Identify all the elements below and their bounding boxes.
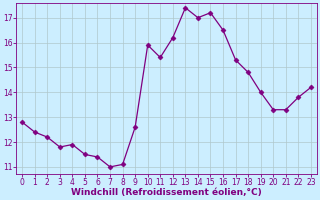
- X-axis label: Windchill (Refroidissement éolien,°C): Windchill (Refroidissement éolien,°C): [71, 188, 262, 197]
